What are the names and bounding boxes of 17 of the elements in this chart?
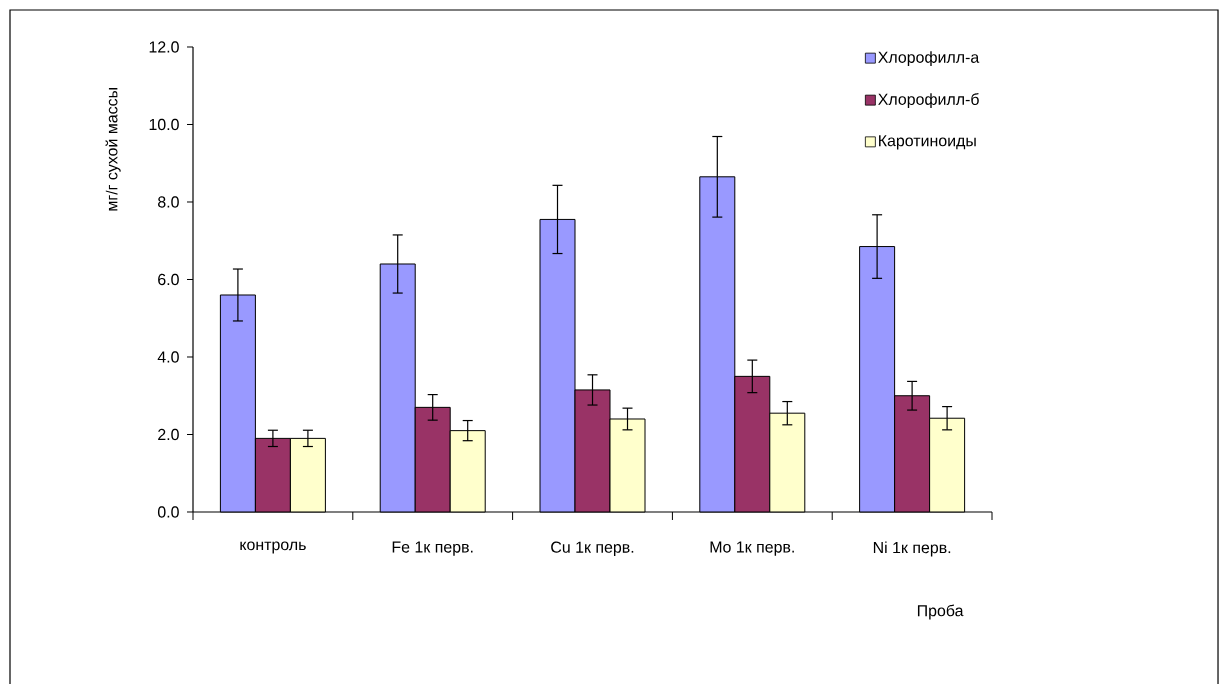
y-axis-title: мг/г сухой массы	[105, 88, 121, 211]
x-tick-label: Mo 1к перв.	[710, 541, 794, 556]
x-tick-label: Ni 1к перв.	[873, 541, 951, 557]
legend-label: Хлорофилл-б	[878, 93, 979, 109]
x-tick-label: Fe 1к перв.	[392, 541, 473, 556]
y-tick-label: 12.0	[149, 41, 179, 53]
y-tick-label: 2.0	[158, 428, 179, 441]
y-tick-label: 0.0	[157, 506, 179, 518]
y-tick-label: 10.0	[149, 118, 179, 131]
legend-label: Хлорофилл-а	[878, 51, 980, 67]
x-axis-title: Проба	[917, 604, 964, 620]
y-tick-label: 4.0	[157, 351, 179, 363]
y-tick-label: 8.0	[158, 196, 179, 208]
y-tick-label: 6.0	[158, 273, 179, 286]
x-tick-label: Cu 1к перв.	[551, 541, 634, 556]
legend-label: Каротиноиды	[879, 135, 976, 150]
x-tick-label: контроль	[240, 541, 306, 554]
